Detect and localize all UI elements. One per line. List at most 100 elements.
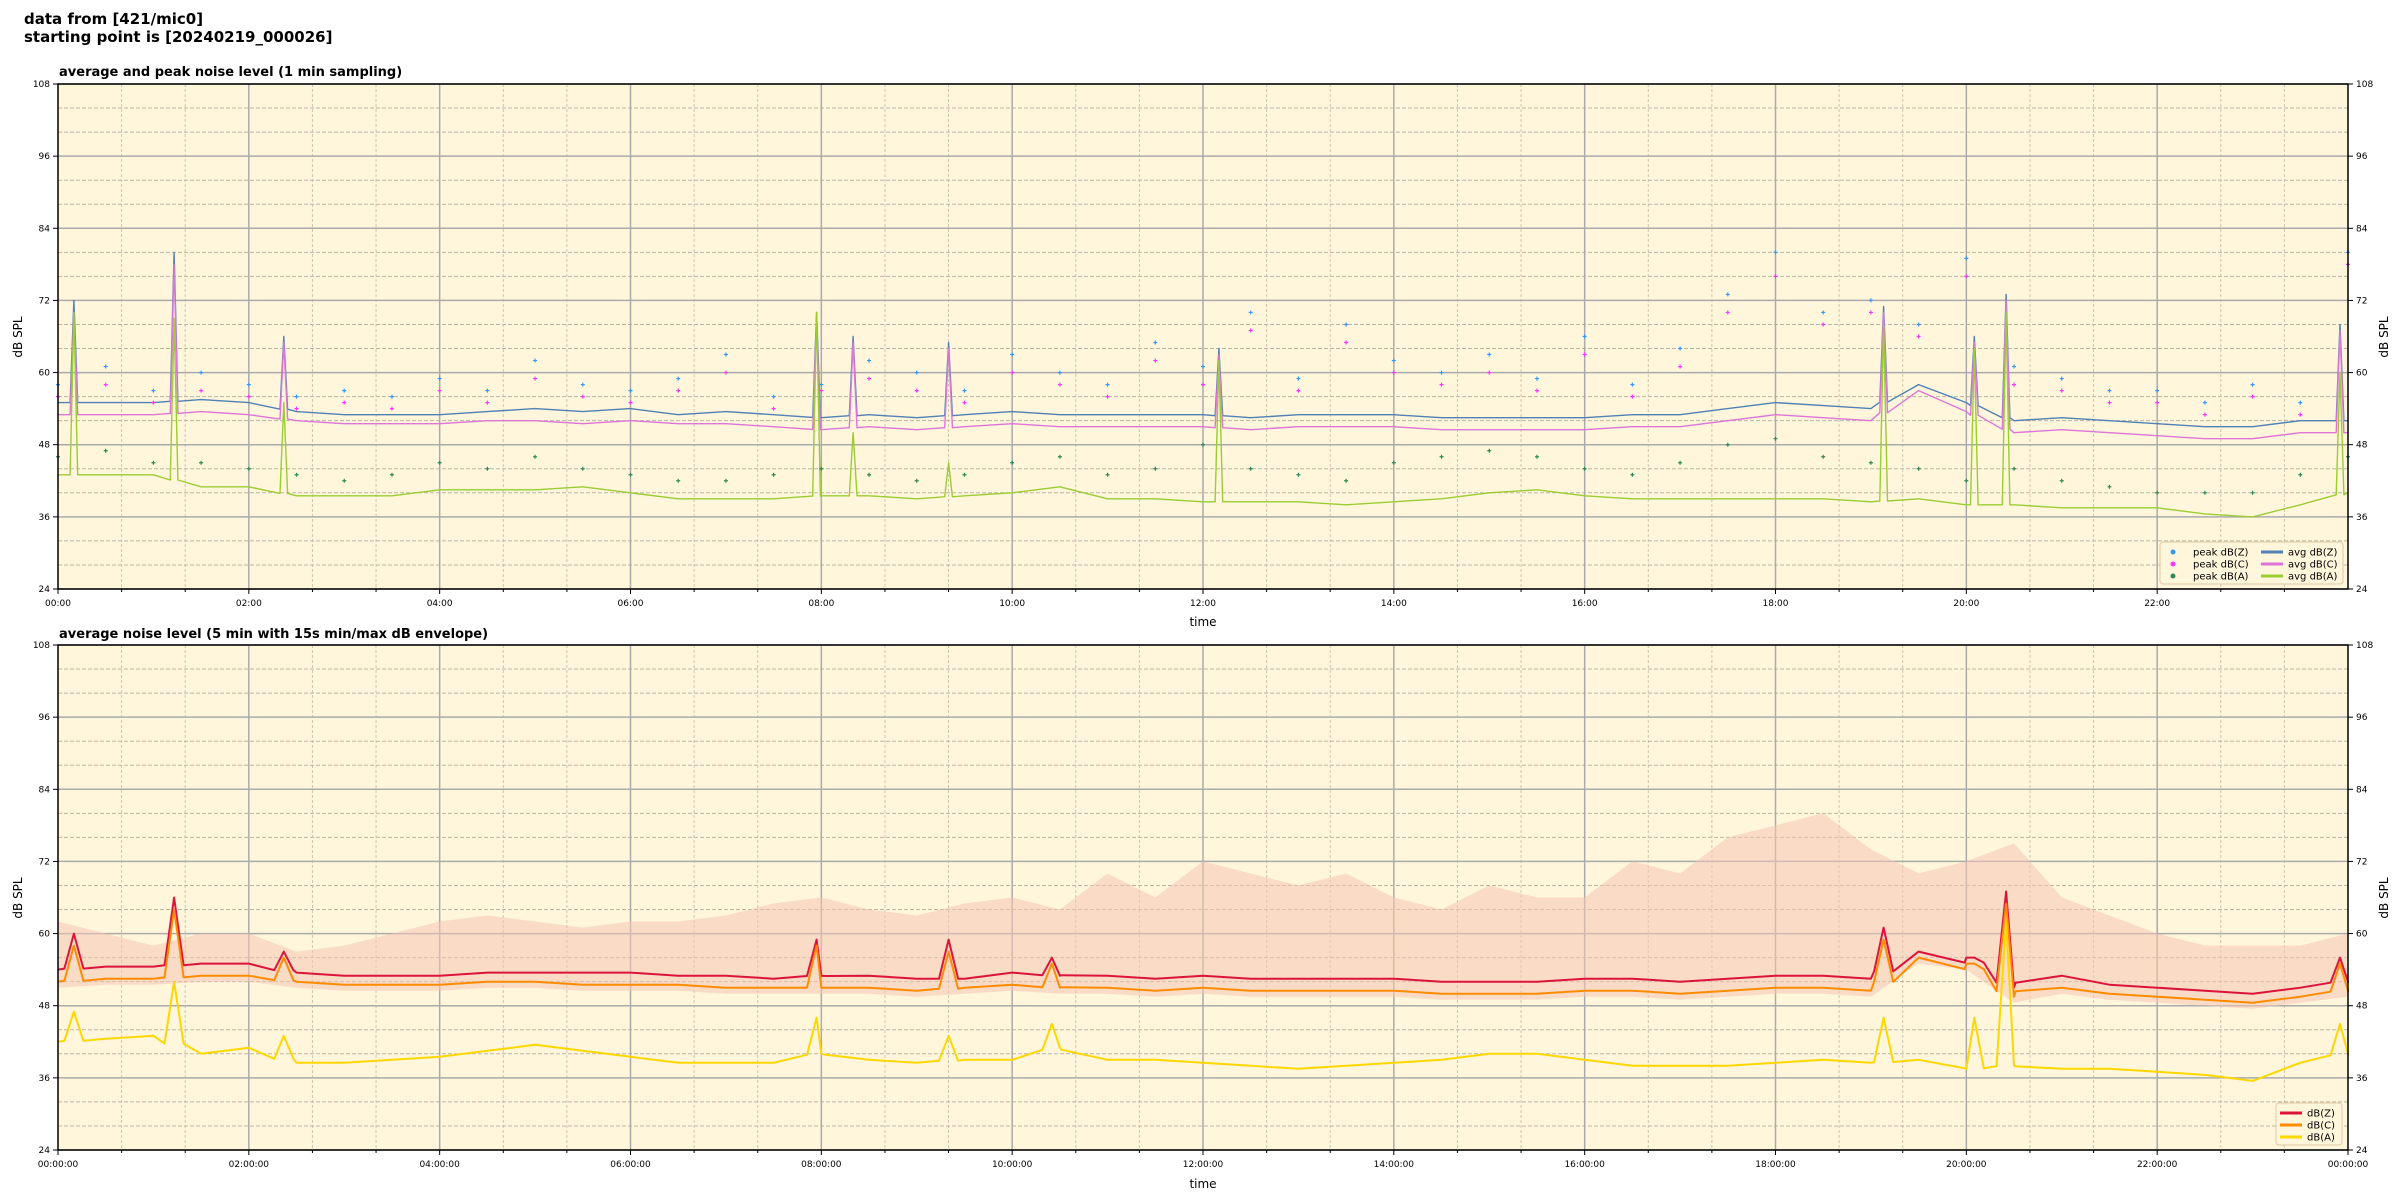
y-tick-label-right: 24 [2356, 585, 2368, 595]
data-point-peak-db-c [1153, 358, 1158, 363]
y-tick-label-left: 108 [33, 641, 50, 651]
data-point-peak-db-a [1153, 466, 1158, 471]
data-point-peak-db-c [2012, 382, 2017, 387]
data-point-peak-db-a [628, 472, 633, 477]
x-tick-label: 08:00:00 [801, 1160, 842, 1170]
x-tick-label: 16:00:00 [1564, 1160, 1605, 1170]
y-tick-label-left: 48 [39, 441, 51, 451]
y-tick-label-right: 72 [2356, 857, 2367, 867]
envelope-area [58, 813, 2348, 1009]
data-point-peak-db-c [2298, 412, 2303, 417]
legend-label: dB(C) [2307, 1121, 2335, 1132]
data-point-peak-db-z [389, 394, 394, 399]
data-point-peak-db-a [1582, 466, 1587, 471]
data-point-peak-db-c [1964, 274, 1969, 279]
plot-frame [57, 644, 2349, 1151]
data-point-peak-db-c [2250, 394, 2255, 399]
data-point-peak-db-c [1534, 388, 1539, 393]
data-point-peak-db-c [1105, 394, 1110, 399]
data-point-peak-db-a [246, 466, 251, 471]
data-point-peak-db-c [199, 388, 204, 393]
data-source-label: data from [421/mic0] [24, 10, 204, 28]
legend-box [2159, 541, 2344, 585]
data-point-peak-db-z [1201, 364, 1205, 369]
series-line-avg-db-z [58, 251, 2348, 428]
x-tick-label: 10:00 [999, 599, 1025, 609]
data-point-peak-db-z [485, 388, 490, 393]
data-point-peak-db-a [1773, 436, 1778, 441]
y-axis-label-left: dB SPL [11, 316, 25, 358]
data-point-peak-db-z [580, 382, 585, 387]
data-point-peak-db-c [628, 400, 633, 405]
data-point-peak-db-c [294, 406, 299, 411]
data-point-peak-db-z [246, 382, 251, 387]
data-point-peak-db-z [1773, 250, 1778, 255]
chart-average-envelope: 24 24 36 36 48 48 60 60 72 72 84 84 96 96 108 108 00:00:… [11, 627, 2391, 1191]
y-tick-label-left: 72 [39, 857, 50, 867]
y-tick-label-left: 84 [39, 224, 51, 234]
data-point-peak-db-z [1582, 334, 1587, 339]
chart-average-and-peak: 24 24 36 36 48 48 60 60 72 72 84 84 96 96 108 108 00:00 0… [11, 65, 2391, 629]
data-point-peak-db-a [2059, 478, 2064, 483]
y-axis-label-right: dB SPL [2377, 877, 2391, 919]
data-point-peak-db-a [1964, 478, 1969, 483]
data-point-peak-db-c [151, 400, 156, 405]
series-line-avg-db-a [58, 311, 2349, 518]
x-tick-label: 16:00 [1572, 599, 1598, 609]
plot-frame [57, 83, 2349, 590]
data-point-peak-db-c [1868, 310, 1873, 315]
data-point-peak-db-a [533, 454, 538, 459]
y-tick-label-left: 36 [39, 1074, 51, 1084]
data-point-peak-db-a [1439, 454, 1444, 459]
data-point-peak-db-z [1725, 292, 1730, 297]
data-point-peak-db-a [1248, 466, 1253, 471]
data-point-peak-db-z [1964, 256, 1969, 261]
data-point-peak-db-z [1439, 370, 1444, 375]
page-header: data from [421/mic0] starting point is [… [24, 10, 332, 46]
x-tick-label: 20:00:00 [1946, 1160, 1987, 1170]
x-tick-label: 14:00 [1381, 599, 1407, 609]
data-point-peak-db-c [771, 406, 776, 411]
data-point-peak-db-a [676, 478, 681, 483]
series-line-db-a [57, 920, 2349, 1082]
x-tick-label: 12:00 [1190, 599, 1216, 609]
legend-label: peak dB(Z) [2193, 548, 2249, 559]
x-tick-label: 02:00 [236, 599, 262, 609]
data-point-peak-db-z [1057, 370, 1062, 375]
data-point-peak-db-z [2202, 400, 2207, 405]
y-tick-label-right: 108 [2356, 641, 2373, 651]
data-point-peak-db-c [389, 406, 394, 411]
data-point-peak-db-a [2298, 472, 2303, 477]
x-tick-label: 20:00 [1953, 599, 1979, 609]
data-point-peak-db-a [1010, 460, 1015, 465]
y-tick-label-left: 96 [39, 713, 51, 723]
data-point-peak-db-a [1487, 448, 1492, 453]
data-point-peak-db-z [199, 370, 204, 375]
data-point-peak-db-z [1487, 352, 1492, 357]
x-tick-label: 14:00:00 [1374, 1160, 1415, 1170]
data-point-peak-db-a [1868, 460, 1873, 465]
data-point-peak-db-z [771, 394, 776, 399]
data-point-peak-db-c [437, 388, 442, 393]
data-point-peak-db-a [580, 466, 585, 471]
data-point-peak-db-z [2155, 388, 2160, 393]
data-point-peak-db-z [1534, 376, 1539, 381]
data-point-peak-db-z [1391, 358, 1396, 363]
data-point-peak-db-a [2202, 490, 2207, 495]
data-point-peak-db-z [2107, 388, 2112, 393]
y-tick-label-left: 48 [39, 1002, 51, 1012]
data-point-peak-db-a [485, 466, 490, 471]
x-tick-label: 06:00:00 [610, 1160, 651, 1170]
data-point-peak-db-a [342, 478, 347, 483]
starting-point-label: starting point is [20240219_000026] [24, 28, 333, 46]
x-axis-label: time [1189, 615, 1216, 629]
legend-label: peak dB(A) [2193, 572, 2249, 583]
y-tick-label-right: 96 [2356, 713, 2368, 723]
x-tick-label: 02:00:00 [229, 1160, 270, 1170]
x-tick-label: 10:00:00 [992, 1160, 1033, 1170]
x-axis-label: time [1189, 1177, 1216, 1191]
data-point-peak-db-a [1678, 460, 1683, 465]
x-tick-label: 18:00:00 [1755, 1160, 1796, 1170]
data-point-peak-db-c [1201, 382, 1205, 387]
data-point-peak-db-c [1821, 322, 1826, 327]
